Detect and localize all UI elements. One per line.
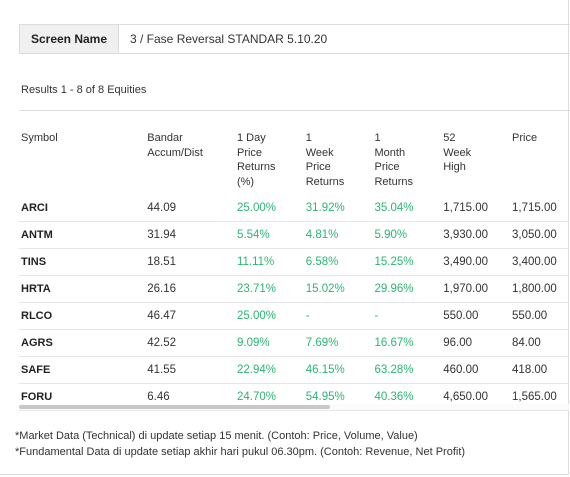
col-price[interactable]: Price <box>512 129 568 195</box>
col-1month[interactable]: 1 Month Price Returns <box>374 129 443 195</box>
table-cell: - <box>374 302 444 330</box>
table-cell: 3,050.00 <box>512 221 568 249</box>
header-label: Returns <box>374 175 414 188</box>
table-header-row: Symbol Bandar Accum/Dist 1 Day Price Return… <box>19 129 568 195</box>
table-cell: 15.25% <box>374 248 444 276</box>
header-label: High <box>443 161 466 173</box>
screen-name-box: Screen Name 3 / Fase Reversal STANDAR 5.… <box>19 24 570 54</box>
table-cell: 31.94 <box>147 221 237 249</box>
table-cell: 41.55 <box>147 356 237 384</box>
table-cell: 6.58% <box>305 248 375 276</box>
table-cell: 42.52 <box>147 329 237 357</box>
header-label: 1 <box>374 132 381 144</box>
table-cell: 46.15% <box>305 356 375 384</box>
table-cell: 1,715.00 <box>443 195 513 222</box>
table-cell: 7.69% <box>305 329 375 357</box>
table-cell: 550.00 <box>443 302 513 330</box>
table-cell: 1,970.00 <box>443 275 513 303</box>
table-cell: 1,800.00 <box>512 275 568 303</box>
table-cell: 1,715.00 <box>512 195 568 222</box>
table-cell: 11.11% <box>236 248 306 276</box>
header-label: 1 Day <box>236 132 266 144</box>
symbol-link[interactable]: HRTA <box>19 275 148 303</box>
header-label: 1 <box>305 132 312 144</box>
symbol-link[interactable]: ARCI <box>19 195 148 222</box>
header-label: Accum/Dist <box>147 146 203 159</box>
table-cell: 63.28% <box>374 356 444 384</box>
table-cell: 5.90% <box>374 221 444 249</box>
symbol-link[interactable]: AGRS <box>19 329 148 357</box>
header-label: Price <box>305 161 331 173</box>
col-1day[interactable]: 1 Day Price Returns (%) <box>237 129 306 195</box>
table-cell: 23.71% <box>236 275 306 303</box>
table-cell: 26.16 <box>147 275 237 303</box>
table-row[interactable]: HRTA 26.16 23.71% 15.02% 29.96% 1,970.00 1,800… <box>19 275 568 303</box>
table-row[interactable]: SAFE 41.55 22.94% 46.15% 63.28% 460.00 418.00 <box>19 356 568 384</box>
header-label: (%) <box>236 175 255 188</box>
symbol-link[interactable]: SAFE <box>19 356 148 384</box>
table-cell: 9.09% <box>236 329 306 357</box>
table-cell: 35.04% <box>374 195 444 222</box>
screen-name-label: Screen Name <box>20 25 119 53</box>
header-label: Bandar <box>147 132 183 144</box>
table-cell: 5.54% <box>236 221 306 249</box>
results-count: Results 1 - 8 of 8 Equities <box>21 84 147 96</box>
divider-top <box>19 110 570 111</box>
header-label: Month <box>374 146 406 159</box>
table-row[interactable]: TINS 18.51 11.11% 6.58% 15.25% 3,490.00 3,400.… <box>19 248 568 276</box>
header-label: Price <box>374 161 400 173</box>
table-cell: 3,490.00 <box>443 248 513 276</box>
header-label: Returns <box>236 161 276 173</box>
header-label: Returns <box>305 175 345 188</box>
screen-name-value: 3 / Fase Reversal STANDAR 5.10.20 <box>130 32 328 46</box>
col-1week[interactable]: 1 Week Price Returns <box>306 129 375 195</box>
table-cell: 460.00 <box>443 356 513 384</box>
table-cell: 3,930.00 <box>443 221 513 249</box>
table-row[interactable]: RLCO 46.47 25.00% - -550.00 550.00 <box>19 302 568 330</box>
table-cell: 3,400.00 <box>512 248 568 276</box>
footnote-fundamental: *Fundamental Data di update setiap akhir… <box>15 446 466 458</box>
table-cell: 550.00 <box>512 302 568 330</box>
table-cell: 22.94% <box>236 356 306 384</box>
header-label: Week <box>443 146 472 159</box>
table-cell: 16.67% <box>374 329 444 357</box>
symbol-link[interactable]: ANTM <box>19 221 148 249</box>
table-cell: 31.92% <box>305 195 375 222</box>
table-cell: 46.47 <box>147 302 237 330</box>
header-label: Price <box>512 132 538 144</box>
table-cell: - <box>305 302 375 330</box>
equities-table: Symbol Bandar Accum/Dist 1 Day Price Return… <box>19 129 568 411</box>
table-cell: 25.00% <box>236 302 306 330</box>
scrollbar-thumb[interactable] <box>19 405 330 409</box>
table-cell: 15.02% <box>305 275 375 303</box>
symbol-link[interactable]: TINS <box>19 248 148 276</box>
table-row[interactable]: ANTM 31.94 5.54% 4.81% 5.90% 3,930.00 3,050.00 <box>19 221 568 249</box>
header-label: Price <box>236 146 263 159</box>
table-cell: 4.81% <box>305 221 375 249</box>
col-symbol[interactable]: Symbol <box>19 129 147 195</box>
footnote-market: *Market Data (Technical) di update setia… <box>15 430 418 442</box>
table-cell: 96.00 <box>443 329 513 357</box>
header-label: Symbol <box>21 132 58 144</box>
table-cell: 44.09 <box>147 195 237 222</box>
table-cell: 25.00% <box>236 195 306 222</box>
col-52week[interactable]: 52 Week High <box>443 129 512 195</box>
table-row[interactable]: ARCI 44.09 25.00% 31.92% 35.04% 1,715.00 1,715… <box>19 195 568 222</box>
table-row[interactable]: AGRS 42.52 9.09% 7.69% 16.67% 96.00 84.00 <box>19 329 568 357</box>
table-cell: 18.51 <box>147 248 237 276</box>
table-cell: 418.00 <box>512 356 568 384</box>
symbol-link[interactable]: RLCO <box>19 302 148 330</box>
col-bandar[interactable]: Bandar Accum/Dist <box>147 129 237 195</box>
table-cell: 84.00 <box>512 329 568 357</box>
header-label: Week <box>305 146 334 159</box>
header-label: 52 <box>443 132 456 144</box>
table-cell: 29.96% <box>374 275 444 303</box>
